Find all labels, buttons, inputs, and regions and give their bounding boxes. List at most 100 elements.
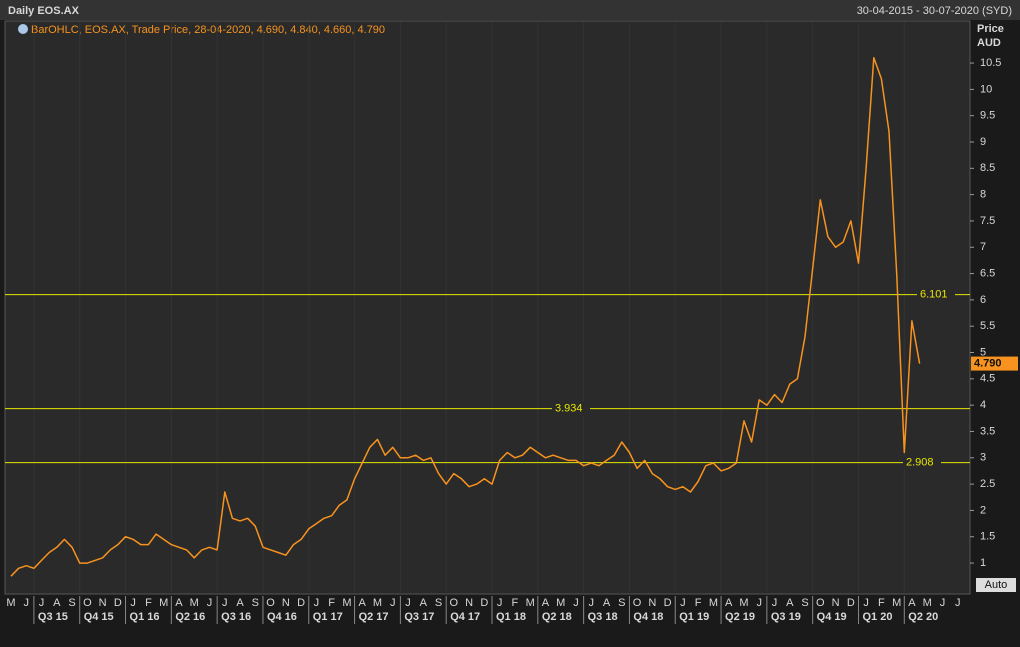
x-tick-label: S bbox=[435, 597, 442, 609]
quarter-label: Q1 16 bbox=[130, 611, 160, 623]
x-tick-label: J bbox=[955, 597, 961, 609]
x-tick-label: D bbox=[480, 597, 488, 609]
x-tick-label: M bbox=[923, 597, 932, 609]
legend-icon bbox=[18, 24, 28, 34]
y-tick-label: 9.5 bbox=[980, 110, 995, 122]
x-tick-label: F bbox=[145, 597, 152, 609]
auto-button-label[interactable]: Auto bbox=[985, 579, 1008, 591]
x-tick-label: J bbox=[772, 597, 778, 609]
last-price-label: 4.790 bbox=[974, 357, 1002, 369]
y-tick-label: 3.5 bbox=[980, 425, 995, 437]
x-tick-label: O bbox=[83, 597, 92, 609]
x-tick-label: S bbox=[801, 597, 808, 609]
x-tick-label: M bbox=[892, 597, 901, 609]
x-tick-label: A bbox=[908, 597, 916, 609]
x-tick-label: J bbox=[680, 597, 686, 609]
level-label: 6.101 bbox=[920, 288, 948, 300]
x-tick-label: N bbox=[832, 597, 840, 609]
x-tick-label: F bbox=[328, 597, 335, 609]
quarter-label: Q2 16 bbox=[175, 611, 205, 623]
x-tick-label: D bbox=[664, 597, 672, 609]
x-tick-label: S bbox=[252, 597, 259, 609]
y-tick-label: 9 bbox=[980, 136, 986, 148]
y-tick-label: 6 bbox=[980, 294, 986, 306]
quarter-label: Q1 18 bbox=[496, 611, 526, 623]
x-tick-label: A bbox=[420, 597, 428, 609]
x-tick-label: J bbox=[756, 597, 762, 609]
y-tick-label: 7.5 bbox=[980, 215, 995, 227]
quarter-label: Q3 16 bbox=[221, 611, 251, 623]
quarter-label: Q4 16 bbox=[267, 611, 297, 623]
quarter-label: Q3 15 bbox=[38, 611, 68, 623]
y-tick-label: 10 bbox=[980, 83, 992, 95]
auto-button[interactable] bbox=[976, 578, 1016, 592]
x-tick-label: J bbox=[863, 597, 869, 609]
quarter-label: Q4 15 bbox=[84, 611, 114, 623]
y-axis-label: AUD bbox=[977, 37, 1001, 49]
x-tick-label: A bbox=[542, 597, 550, 609]
y-tick-label: 5.5 bbox=[980, 320, 995, 332]
level-label-bg bbox=[917, 287, 955, 302]
y-tick-label: 6.5 bbox=[980, 267, 995, 279]
date-range: 30-04-2015 - 30-07-2020 (SYD) bbox=[857, 5, 1012, 17]
y-tick-label: 1.5 bbox=[980, 531, 995, 543]
level-label: 3.934 bbox=[555, 403, 583, 415]
y-tick-label: 2 bbox=[980, 504, 986, 516]
quarter-label: Q2 19 bbox=[725, 611, 755, 623]
level-label-bg bbox=[552, 401, 590, 416]
x-tick-label: J bbox=[497, 597, 503, 609]
x-tick-label: M bbox=[6, 597, 15, 609]
y-tick-label: 4.5 bbox=[980, 373, 995, 385]
x-tick-label: J bbox=[589, 597, 595, 609]
quarter-label: Q1 17 bbox=[313, 611, 343, 623]
quarter-label: Q3 19 bbox=[771, 611, 801, 623]
y-tick-label: 3 bbox=[980, 452, 986, 464]
x-tick-label: N bbox=[99, 597, 107, 609]
quarter-label: Q4 18 bbox=[633, 611, 663, 623]
x-tick-label: M bbox=[342, 597, 351, 609]
x-tick-label: O bbox=[816, 597, 825, 609]
x-tick-label: A bbox=[175, 597, 183, 609]
x-tick-label: M bbox=[556, 597, 565, 609]
quarter-label: Q2 17 bbox=[359, 611, 389, 623]
x-tick-label: A bbox=[725, 597, 733, 609]
x-tick-label: J bbox=[207, 597, 213, 609]
x-tick-label: O bbox=[633, 597, 642, 609]
y-tick-label: 4 bbox=[980, 399, 986, 411]
x-tick-label: O bbox=[266, 597, 275, 609]
x-tick-label: A bbox=[236, 597, 244, 609]
x-tick-label: J bbox=[405, 597, 411, 609]
x-tick-label: F bbox=[512, 597, 519, 609]
x-tick-label: M bbox=[159, 597, 168, 609]
last-price-marker bbox=[971, 356, 1018, 371]
plot-area bbox=[4, 20, 971, 595]
y-tick-label: 8.5 bbox=[980, 162, 995, 174]
x-tick-label: O bbox=[450, 597, 459, 609]
x-tick-label: J bbox=[314, 597, 320, 609]
x-tick-label: A bbox=[786, 597, 794, 609]
x-tick-label: J bbox=[39, 597, 45, 609]
quarter-label: Q3 18 bbox=[588, 611, 618, 623]
x-tick-label: M bbox=[739, 597, 748, 609]
quarter-label: Q1 19 bbox=[679, 611, 709, 623]
y-tick-label: 5 bbox=[980, 346, 986, 358]
x-tick-label: J bbox=[222, 597, 228, 609]
x-tick-label: J bbox=[24, 597, 30, 609]
chart-title: Daily EOS.AX bbox=[8, 5, 80, 17]
level-label: 2.908 bbox=[906, 457, 934, 469]
y-tick-label: 2.5 bbox=[980, 478, 995, 490]
x-tick-label: J bbox=[573, 597, 579, 609]
quarter-label: Q2 20 bbox=[908, 611, 938, 623]
y-axis-label: Price bbox=[977, 23, 1004, 35]
x-tick-label: J bbox=[130, 597, 136, 609]
x-tick-label: J bbox=[390, 597, 396, 609]
quarter-label: Q4 19 bbox=[817, 611, 847, 623]
header-bar bbox=[0, 0, 1020, 20]
x-tick-label: F bbox=[695, 597, 702, 609]
x-tick-label: S bbox=[618, 597, 625, 609]
y-tick-label: 10.5 bbox=[980, 57, 1001, 69]
x-tick-label: N bbox=[282, 597, 290, 609]
x-tick-label: M bbox=[526, 597, 535, 609]
